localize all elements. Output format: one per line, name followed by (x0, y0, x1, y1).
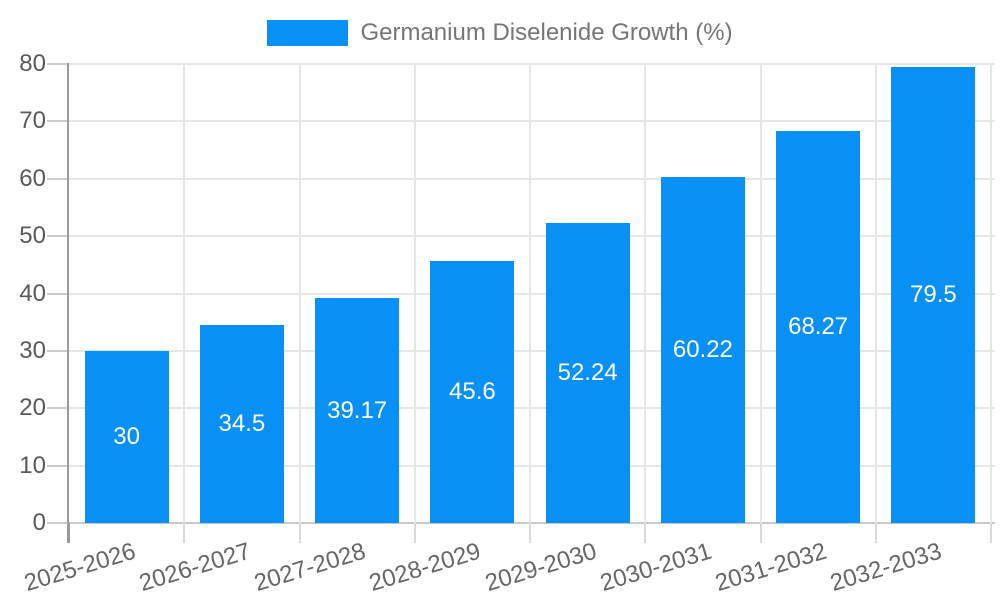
x-gridline (183, 64, 186, 523)
y-axis-label: 40 (19, 279, 46, 307)
y-axis-label: 50 (19, 222, 46, 250)
x-axis-tick (990, 523, 992, 543)
bar-2030-2031[interactable] (660, 177, 745, 523)
x-gridline (413, 64, 416, 523)
y-gridline (69, 349, 995, 352)
y-gridline (69, 177, 995, 180)
y-axis-label: 0 (32, 509, 46, 536)
x-axis-tick (413, 523, 416, 543)
bar-2028-2029[interactable] (430, 261, 515, 523)
x-gridline (529, 64, 531, 523)
x-axis-tick (68, 523, 70, 543)
bar-2031-2032[interactable] (776, 131, 861, 523)
x-axis-tick (298, 523, 301, 543)
legend-item[interactable]: Germanium Diselenide Growth (%) (267, 19, 733, 47)
y-axis-tick (47, 407, 68, 410)
y-axis-tick (47, 63, 68, 65)
y-axis-tick (47, 349, 68, 352)
x-axis-tick (874, 523, 877, 543)
y-gridline (69, 292, 995, 295)
x-gridline (298, 64, 301, 523)
x-gridline (990, 64, 992, 523)
bar-2029-2030[interactable] (545, 223, 630, 523)
y-axis-tick (47, 120, 68, 123)
x-gridline (759, 64, 762, 523)
x-axis-baseline (69, 522, 995, 524)
bar-2027-2028[interactable] (315, 298, 400, 523)
x-axis-tick (183, 523, 186, 543)
y-axis-label: 70 (19, 107, 46, 135)
y-gridline (69, 407, 995, 410)
y-axis-tick (47, 292, 68, 295)
x-gridline (874, 64, 877, 523)
y-axis-label: 80 (19, 50, 46, 77)
bar-2025-2026[interactable] (84, 350, 169, 523)
y-axis-tick (47, 177, 68, 180)
y-axis-line (67, 63, 69, 543)
y-gridline (69, 120, 995, 123)
y-gridline (69, 63, 995, 65)
y-axis-label: 20 (19, 394, 46, 422)
y-axis-tick (47, 464, 68, 467)
x-gridline (644, 64, 647, 523)
bar-2026-2027[interactable] (199, 325, 284, 523)
x-axis-tick (644, 523, 647, 543)
y-gridline (69, 235, 995, 238)
legend-swatch (267, 20, 349, 46)
y-axis-label: 30 (19, 336, 46, 364)
y-axis-tick (47, 522, 68, 524)
y-axis-label: 10 (19, 451, 46, 479)
y-axis-label: 60 (19, 164, 46, 192)
bar-2032-2033[interactable] (891, 66, 976, 523)
x-axis-tick (529, 523, 531, 543)
x-axis-tick (759, 523, 762, 543)
legend-label: Germanium Diselenide Growth (%) (360, 19, 733, 46)
legend: Germanium Diselenide Growth (%) (0, 19, 1000, 47)
y-gridline (69, 464, 995, 467)
y-axis-tick (47, 235, 68, 238)
